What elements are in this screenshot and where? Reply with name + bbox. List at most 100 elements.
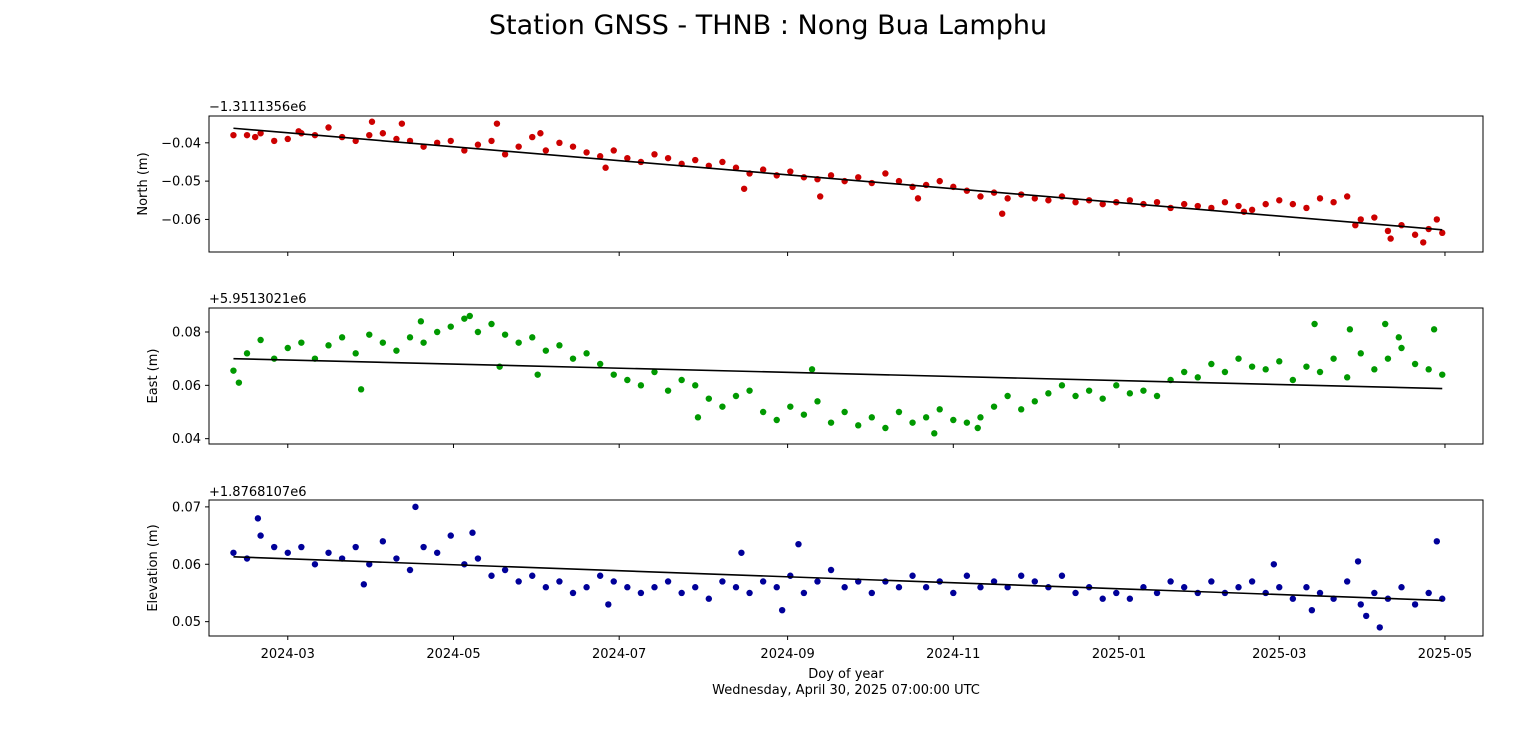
data-point xyxy=(230,549,237,556)
y-tick-label: 0.05 xyxy=(172,615,201,630)
ylabel-elevation: Elevation (m) xyxy=(146,524,161,611)
data-point xyxy=(841,584,848,591)
data-point xyxy=(1058,382,1066,389)
data-point xyxy=(1395,334,1402,341)
data-point xyxy=(827,419,835,426)
data-point xyxy=(651,368,658,376)
data-point xyxy=(795,540,802,548)
data-point xyxy=(1330,198,1337,206)
data-point xyxy=(1235,355,1242,362)
axes-frame-north xyxy=(208,115,1484,253)
data-point xyxy=(990,403,998,410)
data-point xyxy=(1411,601,1419,608)
data-point xyxy=(1411,360,1419,368)
data-point xyxy=(1376,624,1383,631)
data-point xyxy=(651,584,658,591)
data-point xyxy=(808,366,816,373)
data-point xyxy=(950,416,957,424)
data-point xyxy=(998,210,1006,217)
x-tick-label: 2024-07 xyxy=(592,647,646,662)
data-point xyxy=(1248,206,1256,214)
data-point xyxy=(1140,387,1147,394)
data-point xyxy=(963,419,971,426)
data-point xyxy=(773,416,780,424)
offset-label-elevation: +1.8768107e6 xyxy=(209,485,306,500)
data-point xyxy=(379,538,387,545)
data-point xyxy=(583,149,590,156)
data-point xyxy=(537,130,544,137)
data-point xyxy=(694,414,702,421)
data-point xyxy=(469,529,476,536)
data-point xyxy=(868,179,876,187)
y-tick-label: −0.06 xyxy=(161,213,201,228)
data-point xyxy=(284,135,291,143)
data-point xyxy=(1031,398,1038,405)
data-point xyxy=(895,408,903,416)
data-point xyxy=(1346,326,1354,333)
data-point xyxy=(569,143,577,150)
data-point xyxy=(1433,216,1441,223)
data-point xyxy=(605,601,612,608)
points-elevation xyxy=(230,503,1446,631)
data-point xyxy=(243,555,251,562)
data-point xyxy=(1113,382,1120,389)
data-point xyxy=(1235,202,1242,210)
data-point xyxy=(1387,235,1394,242)
data-point xyxy=(922,414,930,421)
data-point xyxy=(284,549,291,556)
data-point xyxy=(1262,589,1269,597)
data-point xyxy=(1276,358,1283,365)
data-point xyxy=(1221,198,1229,206)
axes-frame-east xyxy=(208,307,1484,445)
data-point xyxy=(325,549,332,556)
data-point xyxy=(1289,200,1297,208)
data-point xyxy=(1398,344,1405,352)
x-tick-label: 2024-05 xyxy=(426,647,480,662)
data-point xyxy=(1382,320,1389,328)
y-tick-label: 0.06 xyxy=(172,558,201,573)
data-point xyxy=(1420,239,1427,246)
data-point xyxy=(284,344,291,352)
data-point xyxy=(1398,584,1405,591)
data-point xyxy=(447,323,454,330)
data-point xyxy=(1045,584,1052,591)
data-point xyxy=(393,135,400,143)
x-tick-label: 2024-03 xyxy=(261,647,315,662)
data-point xyxy=(596,360,604,368)
data-point xyxy=(368,118,376,125)
data-point xyxy=(515,578,522,585)
data-point xyxy=(909,419,916,426)
x-tick-label: 2025-03 xyxy=(1252,647,1306,662)
data-point xyxy=(1113,589,1120,597)
data-point xyxy=(637,589,645,597)
data-point xyxy=(488,572,495,579)
data-point xyxy=(493,120,501,127)
data-point xyxy=(1099,200,1106,208)
data-point xyxy=(950,589,957,597)
y-tick-label: 0.06 xyxy=(172,379,201,394)
data-point xyxy=(1270,561,1278,568)
data-point xyxy=(692,156,699,164)
data-point xyxy=(1330,355,1337,362)
data-point xyxy=(366,331,373,338)
data-point xyxy=(417,318,425,325)
data-point xyxy=(1362,612,1370,620)
data-point xyxy=(800,174,808,181)
data-point xyxy=(466,312,473,320)
data-point xyxy=(270,543,278,551)
data-point xyxy=(963,572,971,579)
xticks-east xyxy=(287,444,1446,448)
data-point xyxy=(1433,538,1441,545)
data-point xyxy=(1430,326,1438,333)
data-point xyxy=(243,131,251,139)
data-point xyxy=(542,347,550,354)
data-point xyxy=(1384,355,1392,362)
data-point xyxy=(1072,198,1079,206)
data-point xyxy=(420,339,427,346)
data-point xyxy=(1194,374,1201,381)
data-point xyxy=(556,139,563,147)
x-tick-label: 2025-05 xyxy=(1418,647,1472,662)
data-point xyxy=(895,584,903,591)
data-point xyxy=(1343,374,1351,381)
